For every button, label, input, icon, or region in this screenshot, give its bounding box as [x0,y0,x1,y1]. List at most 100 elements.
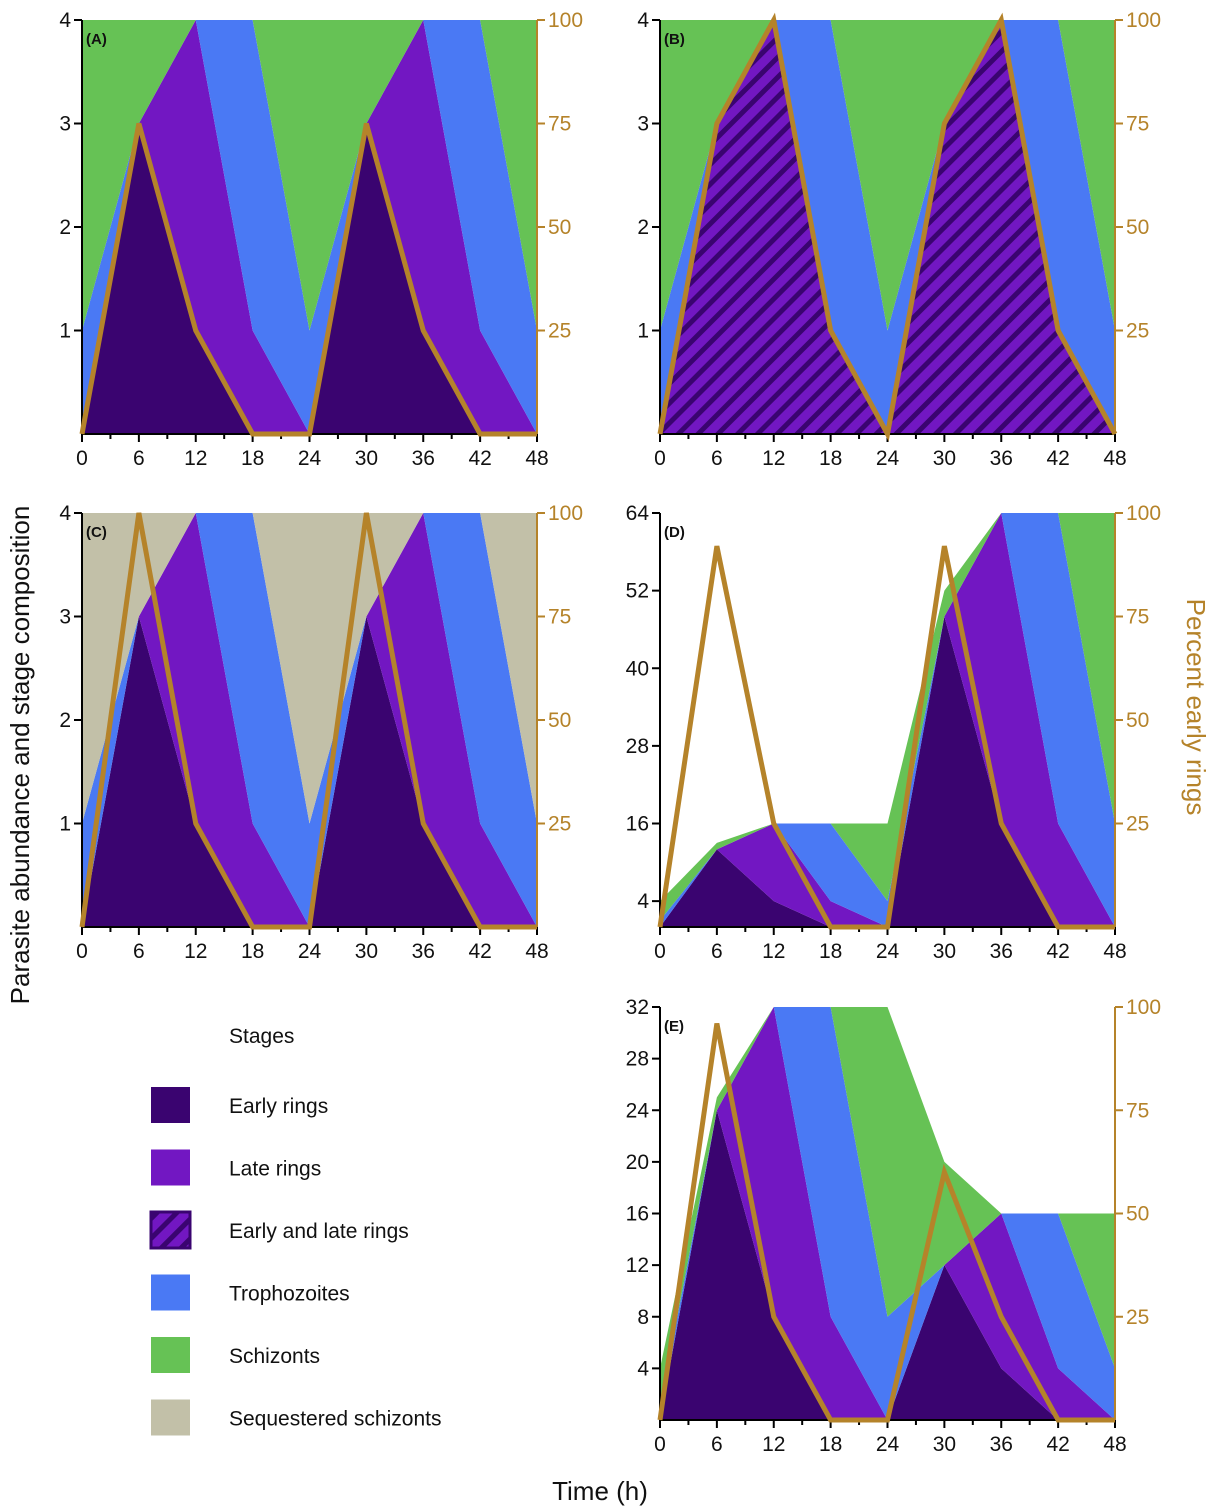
area-schiz [660,513,1115,921]
legend-title: Stages [229,1025,294,1048]
legend-label: Schizonts [229,1345,320,1368]
y-tick-label-left: 1 [637,320,649,343]
x-tick-label: 42 [468,447,491,470]
legend-item-late: Late rings [151,1149,321,1186]
area-schiz [660,1007,1115,1408]
y-tick-label-left: 52 [626,580,649,603]
y-tick-label-left: 2 [59,216,71,239]
percent-early-rings-line [79,122,537,437]
x-tick-label: 48 [1103,1433,1126,1456]
area-early [82,616,537,927]
legend-item-early_late: Early and late rings [149,1210,409,1250]
area-troph [660,20,1115,434]
y-tick-label-right: 25 [1126,813,1149,836]
area-early [660,616,1115,927]
x-tick-label: 24 [876,940,900,963]
x-tick-label: 18 [241,940,264,963]
x-tick-label: 36 [412,940,435,963]
x-tick-label: 12 [184,940,207,963]
percent-early-rings-line [79,512,537,930]
x-tick-label: 6 [711,447,723,470]
x-tick-label: 48 [525,940,548,963]
y-tick-label-left: 12 [626,1254,649,1277]
y-tick-label-right: 75 [548,113,571,136]
x-tick-label: 30 [933,447,956,470]
y-tick-label-right: 25 [1126,1306,1149,1329]
y-tick-label-left: 16 [626,1203,649,1226]
x-tick-label: 36 [990,940,1013,963]
y-tick-label-right: 25 [548,813,571,836]
y-tick-label-left: 2 [637,216,649,239]
area-schiz [82,20,537,331]
legend-item-early: Early rings [151,1087,328,1123]
x-tick-label: 42 [1046,447,1069,470]
x-tick-label: 42 [1046,1433,1069,1456]
x-tick-label: 48 [1103,447,1126,470]
x-tick-label: 36 [412,447,435,470]
area-schiz [660,20,1115,331]
area-troph [660,1007,1115,1420]
x-tick-label: 30 [933,1433,956,1456]
legend-swatch [151,1399,190,1436]
x-tick-label: 6 [711,940,723,963]
percent-early-rings-line [657,12,1118,442]
y-tick-label-right: 100 [548,9,583,32]
panel-title: (D) [664,524,685,541]
x-tick-label: 42 [1046,940,1069,963]
legend-swatch [151,1149,190,1186]
x-tick-label: 12 [184,447,207,470]
y-tick-label-left: 3 [59,113,71,136]
x-tick-label: 12 [762,940,785,963]
x-axis-title: Time (h) [552,1476,648,1506]
panel-title: (A) [86,31,107,48]
x-tick-label: 30 [355,940,378,963]
y-tick-label-right: 50 [1126,1203,1149,1226]
legend-swatch [149,1210,192,1250]
legend-swatch [151,1087,190,1123]
area-troph [82,513,537,927]
y-tick-label-left: 2 [59,709,71,732]
area-troph [82,20,537,434]
panel-title: (B) [664,31,685,48]
percent-early-rings-line [657,545,1115,930]
y-tick-label-left: 28 [626,1048,649,1071]
y-tick-label-right: 100 [548,502,583,525]
x-tick-label: 18 [819,940,842,963]
y-tick-label-right: 50 [548,216,571,239]
y-tick-label-right: 75 [1126,113,1149,136]
area-seq [82,513,537,824]
y-tick-label-left: 24 [626,1099,650,1122]
x-tick-label: 0 [76,447,88,470]
y-tick-label-right: 50 [1126,216,1149,239]
y-axis-title-right: Percent early rings [1181,599,1211,816]
x-tick-label: 12 [762,1433,785,1456]
panel-d: 4 16 28 40 52 64 0 6 12 18 24 30 36 42 48 25 50 75 100 (D) [626,502,1161,963]
y-tick-label-left: 4 [59,9,71,32]
legend-label: Early rings [229,1095,328,1118]
x-tick-label: 18 [819,1433,842,1456]
x-tick-label: 6 [133,940,145,963]
legend-item-troph: Trophozoites [151,1274,350,1311]
x-tick-label: 0 [654,447,666,470]
x-tick-label: 24 [876,447,900,470]
y-tick-label-right: 100 [1126,9,1161,32]
x-tick-label: 36 [990,1433,1013,1456]
legend-item-seq: Sequestered schizonts [151,1399,441,1436]
legend-swatch [151,1337,190,1373]
y-tick-label-left: 32 [626,996,649,1019]
y-tick-label-left: 4 [637,1357,649,1380]
y-tick-label-right: 75 [548,606,571,629]
x-tick-label: 42 [468,940,491,963]
x-tick-label: 30 [355,447,378,470]
x-tick-label: 24 [876,1433,900,1456]
legend-label: Trophozoites [229,1283,350,1306]
y-tick-label-left: 3 [637,113,649,136]
x-tick-label: 24 [298,447,322,470]
legend-item-schiz: Schizonts [151,1337,320,1373]
x-tick-label: 6 [711,1433,723,1456]
legend: Stages Early rings Late rings Early and lat… [149,1025,441,1436]
